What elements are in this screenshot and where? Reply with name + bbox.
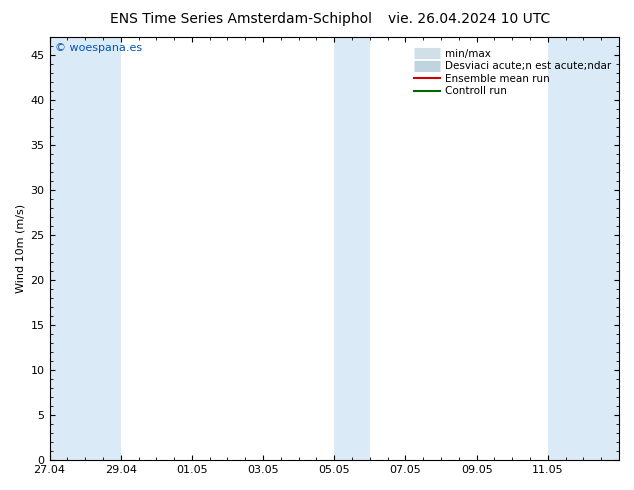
Bar [548, 37, 619, 460]
Bar [49, 37, 120, 460]
Text: vie. 26.04.2024 10 UTC: vie. 26.04.2024 10 UTC [388, 12, 550, 26]
Y-axis label: Wind 10m (m/s): Wind 10m (m/s) [15, 204, 25, 293]
Text: © woespana.es: © woespana.es [55, 44, 143, 53]
Legend: min/max, Desviaci acute;n est acute;ndar, Ensemble mean run, Controll run: min/max, Desviaci acute;n est acute;ndar… [412, 47, 614, 98]
Text: ENS Time Series Amsterdam-Schiphol: ENS Time Series Amsterdam-Schiphol [110, 12, 372, 26]
Bar [334, 37, 370, 460]
